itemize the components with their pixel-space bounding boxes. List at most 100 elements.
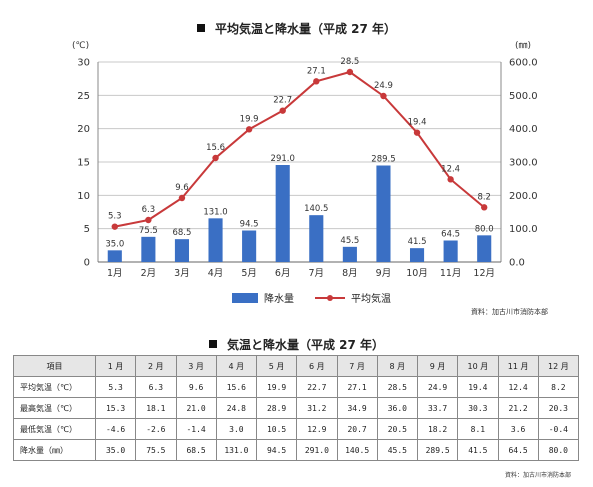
left-tick-label: 20 [77,124,90,135]
table-source: 資料：加古川市消防本部 [504,472,571,479]
category-label: 9月 [376,268,392,279]
column-header: 1 月 [94,355,137,377]
column-header: 5 月 [255,355,298,377]
bar-2 [141,236,156,262]
bar-1 [107,250,122,262]
bar-9 [376,165,391,262]
table-cell: 31.2 [296,397,338,419]
category-label: 10月 [406,268,428,279]
category-label: 11月 [440,268,462,279]
table-cell: 28.5 [376,376,419,398]
chart-title: 平均気温と降水量（平成 27 年） [0,20,593,37]
table-cell: 20.5 [376,418,419,440]
table-cell: 3.0 [215,418,258,440]
category-label: 2月 [141,268,157,279]
temperature-point-8 [346,68,354,76]
table-cell: 8.2 [537,376,580,398]
table-cell: 15.6 [215,376,258,398]
column-header: 12 月 [537,355,580,377]
left-axis-unit: (℃) [72,41,89,51]
row-header: 降水量（㎜） [13,439,96,461]
table-cell: 19.4 [457,376,499,398]
table-cell: 64.5 [497,439,539,461]
table-cell: 20.3 [537,397,580,419]
row-header: 平均気温（℃） [13,376,96,398]
right-tick-label: 300.0 [509,158,538,169]
bar-3 [174,239,190,262]
category-label: 4月 [208,268,224,279]
right-tick-label: 200.0 [509,191,538,202]
left-tick-label: 0 [84,258,90,269]
table-cell: -1.4 [175,418,217,440]
temperature-point-11 [447,176,454,183]
bar-5 [242,230,257,262]
legend-bar-label: 降水量 [264,292,294,305]
bar-10 [409,248,425,262]
table-cell: 15.3 [94,397,137,419]
table-cell: 18.2 [416,418,459,440]
table-cell: 8.1 [457,418,499,440]
table-cell: 22.7 [296,376,338,398]
bar-4 [208,218,223,262]
left-tick-label: 25 [77,91,90,102]
category-label: 5月 [241,268,257,279]
temperature-point-3 [178,194,186,202]
column-header: 8 月 [376,355,419,377]
category-label: 1月 [107,268,123,279]
category-label: 6月 [275,268,291,279]
temperature-value-label: 6.3 [142,205,156,215]
temperature-value-label: 9.6 [175,183,189,193]
table-row: 最高気温（℃） 15.3 18.1 21.0 24.8 28.9 31.2 34.9 36.0 3… [13,397,580,419]
bar-value-label: 94.5 [240,220,259,230]
temperature-value-label: 8.2 [477,192,491,202]
table-cell: -0.4 [537,418,580,440]
category-label: 8月 [342,268,358,279]
table-cell: 21.2 [497,397,539,419]
table-cell: 41.5 [457,439,499,461]
category-label: 12月 [473,268,495,279]
temperature-value-label: 22.7 [273,96,292,106]
column-header: 10 月 [457,355,499,377]
legend-bar-swatch [232,293,258,303]
bar-value-label: 289.5 [371,155,395,165]
table-cell: 140.5 [336,439,378,461]
bar-12 [477,235,492,262]
temperature-value-label: 19.4 [408,118,427,128]
bar-value-label: 75.5 [139,226,158,236]
table-cell: 27.1 [336,376,378,398]
table-cell: 24.8 [215,397,258,419]
table-cell: 9.6 [175,376,217,398]
table-cell: 75.5 [135,439,177,461]
temperature-value-label: 5.3 [108,212,122,222]
column-header: 4 月 [215,355,258,377]
chart-source: 資料：加古川市消防本部 [471,307,548,316]
temperature-point-4 [212,154,219,162]
temperature-point-7 [313,78,320,85]
row-header: 最高気温（℃） [13,397,96,419]
table-cell: 35.0 [94,439,137,461]
column-header: 項目 [13,355,96,377]
table-cell: 6.3 [135,376,177,398]
temperature-point-12 [481,204,488,211]
table-cell: 80.0 [537,439,580,461]
bar-value-label: 35.0 [105,239,124,249]
category-label: 7月 [309,268,325,279]
row-header: 最低気温（℃） [13,418,96,440]
right-axis-unit: (㎜) [515,41,531,51]
table-cell: 131.0 [215,439,258,461]
table-cell: 94.5 [255,439,298,461]
bar-6 [275,165,290,262]
table-cell: 5.3 [94,376,137,398]
bar-value-label: 45.5 [340,236,359,246]
table-cell: -2.6 [135,418,177,440]
column-header: 9 月 [416,355,459,377]
column-header: 6 月 [296,355,338,377]
right-tick-label: 400.0 [509,124,538,135]
temperature-value-label: 27.1 [307,66,326,76]
temperature-point-1 [111,223,118,230]
table-cell: 18.1 [135,397,177,419]
bar-value-label: 64.5 [441,230,460,240]
right-tick-label: 600.0 [509,58,538,69]
temperature-point-9 [380,92,387,100]
